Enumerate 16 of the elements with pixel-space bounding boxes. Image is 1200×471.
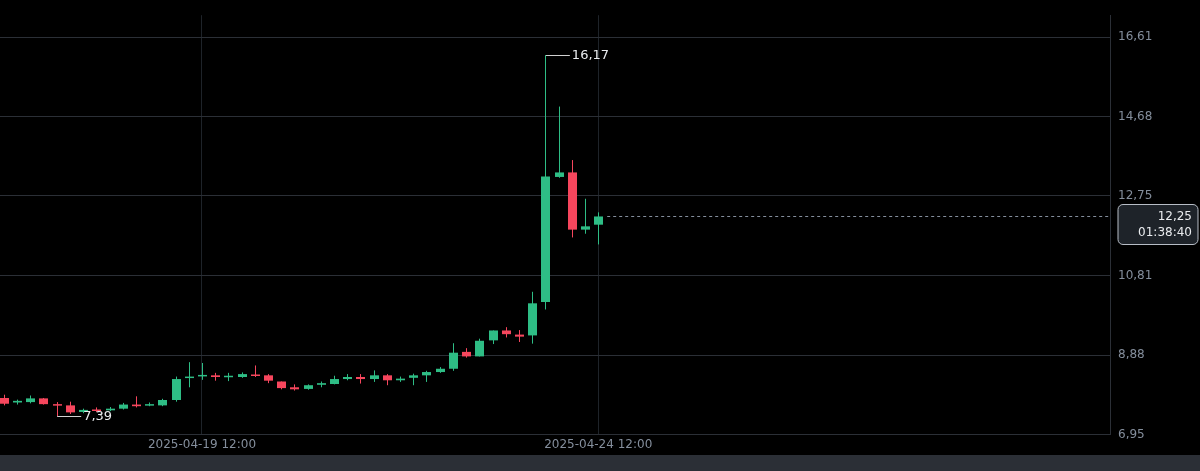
y-tick-label: 14,68 <box>1118 108 1153 123</box>
candlestick <box>581 198 590 235</box>
candlestick <box>594 211 603 245</box>
y-tick-label: 8,88 <box>1118 347 1145 362</box>
x-tick-label: 2025-04-24 12:00 <box>544 436 653 451</box>
ref-line-label: 12,25 01:38:40 <box>1138 208 1192 239</box>
y-tick-label: 16,61 <box>1118 29 1153 44</box>
candlestick <box>555 106 564 179</box>
candlestick <box>172 376 181 403</box>
annotation: 16,17 <box>571 46 610 62</box>
y-tick-label: 10,81 <box>1118 267 1153 282</box>
x-tick-label: 2025-04-19 12:00 <box>147 436 257 451</box>
candlestick <box>449 342 458 372</box>
y-tick-label: 6,95 <box>1118 426 1145 441</box>
annotation: 7,39 <box>83 407 113 423</box>
y-tick-label: 12,75 <box>1118 188 1153 203</box>
